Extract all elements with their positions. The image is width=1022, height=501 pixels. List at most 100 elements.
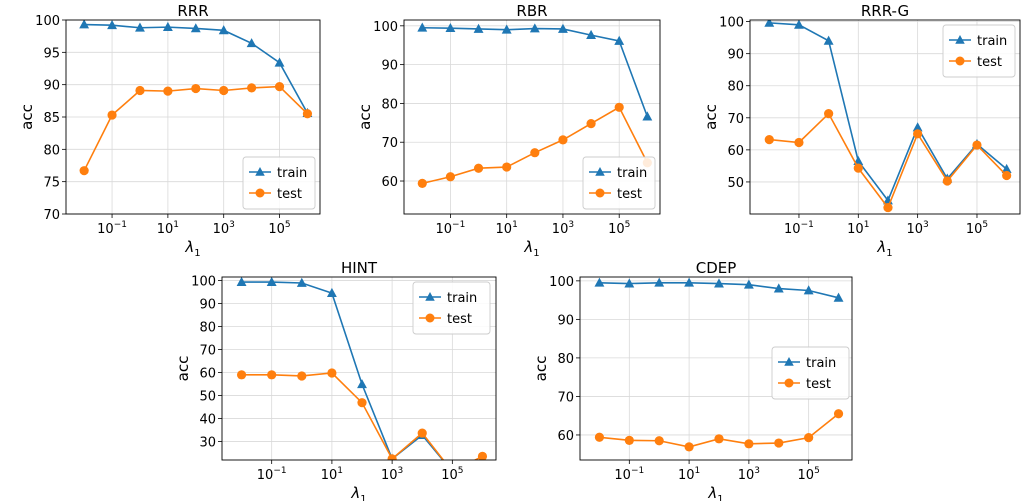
plot-area — [236, 277, 488, 460]
y-tick-label: 100 — [549, 275, 574, 290]
y-tick-label: 60 — [727, 144, 744, 159]
axes-frame — [221, 276, 497, 461]
data-point-train — [79, 20, 90, 29]
y-tick-label: 90 — [199, 297, 216, 312]
legend: train test — [771, 346, 850, 400]
data-point-train — [135, 22, 145, 32]
data-point-test — [357, 398, 367, 408]
legend-label-train: train — [277, 166, 307, 181]
data-point-train — [642, 111, 653, 121]
legend-marker-train — [425, 292, 435, 301]
x-tick-label: 101 — [321, 466, 343, 483]
data-point-test — [247, 83, 257, 93]
data-point-test — [530, 148, 540, 158]
data-point-train — [357, 379, 367, 389]
y-axis-label: acc — [532, 356, 550, 382]
plot-area — [79, 20, 313, 176]
x-tick-label: 103 — [381, 466, 403, 483]
y-tick-label: 50 — [727, 176, 744, 191]
legend: train test — [582, 156, 656, 210]
legend-label-test: test — [977, 55, 1002, 70]
y-tick-label: 80 — [381, 97, 398, 112]
data-point-train — [218, 25, 229, 35]
y-tick-label: 60 — [557, 429, 574, 444]
legend: train test — [412, 281, 491, 335]
data-point-test — [417, 178, 427, 188]
data-point-train — [912, 122, 923, 132]
legend: train test — [242, 156, 316, 210]
axes-frame — [749, 19, 1021, 215]
data-point-train — [586, 29, 597, 40]
data-point-train — [614, 35, 625, 45]
data-point-test — [764, 135, 774, 145]
y-tick-label: 90 — [43, 79, 60, 94]
y-axis-label: acc — [174, 356, 192, 382]
legend-label-train: train — [617, 166, 647, 181]
legend-label-test: test — [447, 312, 472, 327]
x-tick-label: 101 — [157, 220, 179, 237]
legend-marker-test — [255, 188, 265, 198]
data-point-train — [266, 277, 277, 286]
x-tick-label: 105 — [966, 220, 988, 237]
data-point-test — [236, 370, 247, 380]
data-point-train — [417, 22, 428, 32]
x-axis-label: λ1 — [350, 484, 366, 501]
y-tick-label: 80 — [43, 143, 60, 158]
data-point-train — [823, 35, 834, 45]
y-axis-label: acc — [18, 104, 36, 130]
y-tick-label: 90 — [557, 313, 574, 328]
data-point-test — [684, 442, 694, 452]
data-point-test — [107, 110, 117, 120]
data-point-test — [79, 166, 89, 176]
data-point-train — [764, 20, 775, 27]
y-tick-label: 70 — [199, 344, 216, 359]
data-point-test — [972, 140, 982, 150]
data-point-train — [501, 24, 512, 34]
y-tick-label: 100 — [191, 274, 216, 289]
x-tick-label: 10−1 — [614, 466, 644, 483]
data-point-test — [445, 172, 456, 182]
data-point-test — [327, 368, 337, 378]
data-point-train — [624, 278, 635, 288]
y-tick-label: 60 — [381, 175, 398, 190]
data-point-train — [743, 279, 754, 289]
data-point-train — [529, 23, 540, 33]
legend-label-train: train — [447, 291, 477, 306]
data-point-train — [1001, 163, 1012, 174]
legend: train test — [942, 24, 1016, 78]
data-point-test — [473, 163, 484, 173]
data-point-train — [594, 277, 605, 287]
legend-label-test: test — [617, 187, 642, 202]
legend-marker-test — [784, 378, 794, 388]
y-tick-label: 40 — [199, 413, 216, 428]
x-axis-label: λ1 — [184, 238, 200, 259]
legend-marker-test — [595, 188, 605, 198]
data-point-test — [883, 202, 893, 213]
y-tick-label: 30 — [199, 436, 216, 451]
data-point-test — [853, 163, 863, 173]
subplot-rbr: RBR 60 70 80 90 100 10−1 101 103 105 λ1 acc train tes… — [356, 2, 661, 259]
y-tick-label: 70 — [727, 112, 744, 127]
x-tick-label: 10−1 — [784, 220, 814, 237]
axes-frame — [403, 19, 661, 215]
data-point-test — [502, 162, 512, 172]
data-point-train — [714, 278, 724, 288]
data-point-test — [302, 109, 313, 119]
data-point-test — [219, 85, 229, 96]
x-axis-label: λ1 — [707, 484, 723, 501]
y-tick-label: 90 — [381, 59, 398, 74]
axes-frame — [579, 276, 853, 461]
data-point-train — [773, 283, 784, 293]
legend-label-train: train — [806, 356, 836, 371]
legend-marker-test — [955, 56, 965, 66]
legend-marker-train — [784, 357, 794, 366]
y-tick-label: 85 — [43, 111, 60, 126]
y-tick-label: 80 — [199, 320, 216, 335]
y-tick-label: 100 — [35, 14, 60, 29]
y-axis-label: acc — [356, 104, 374, 130]
y-tick-label: 70 — [381, 136, 398, 151]
series-line-train — [84, 23, 309, 114]
y-tick-label: 50 — [199, 390, 216, 405]
legend-marker-train — [595, 167, 605, 176]
